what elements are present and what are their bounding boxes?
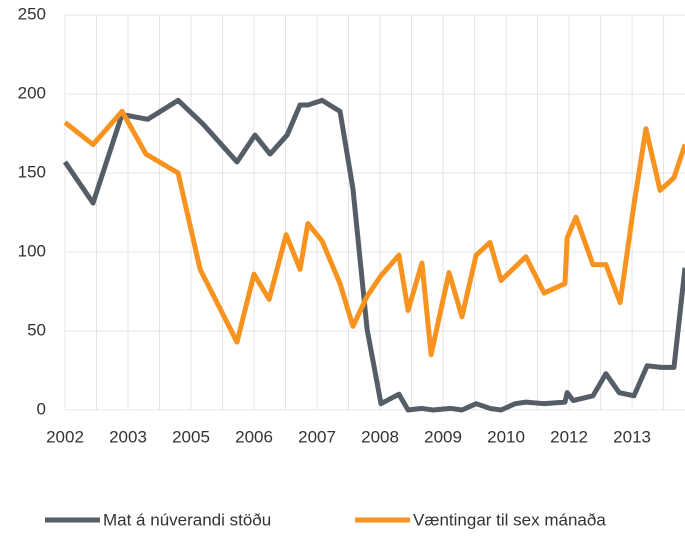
x-tick-label: 2009 (424, 427, 462, 446)
y-tick-label: 100 (18, 241, 46, 260)
x-tick-label: 2008 (361, 427, 399, 446)
x-tick-label: 2006 (235, 427, 273, 446)
y-tick-label: 50 (27, 320, 46, 339)
x-tick-label: 2013 (613, 427, 651, 446)
y-tick-label: 200 (18, 83, 46, 102)
legend-label: Væntingar til sex mánaða (413, 510, 606, 529)
y-tick-label: 0 (37, 399, 46, 418)
x-tick-label: 2002 (46, 427, 84, 446)
x-tick-label: 2003 (109, 427, 147, 446)
x-tick-label: 2012 (550, 427, 588, 446)
line-series (62, 97, 685, 413)
y-tick-label: 150 (18, 162, 46, 181)
y-tick-label: 250 (18, 4, 46, 23)
x-tick-label: 2010 (487, 427, 525, 446)
x-tick-label: 2007 (298, 427, 336, 446)
x-tick-label: 2005 (172, 427, 210, 446)
line-series (63, 108, 685, 358)
legend-label: Mat á núverandi stöðu (103, 510, 271, 529)
